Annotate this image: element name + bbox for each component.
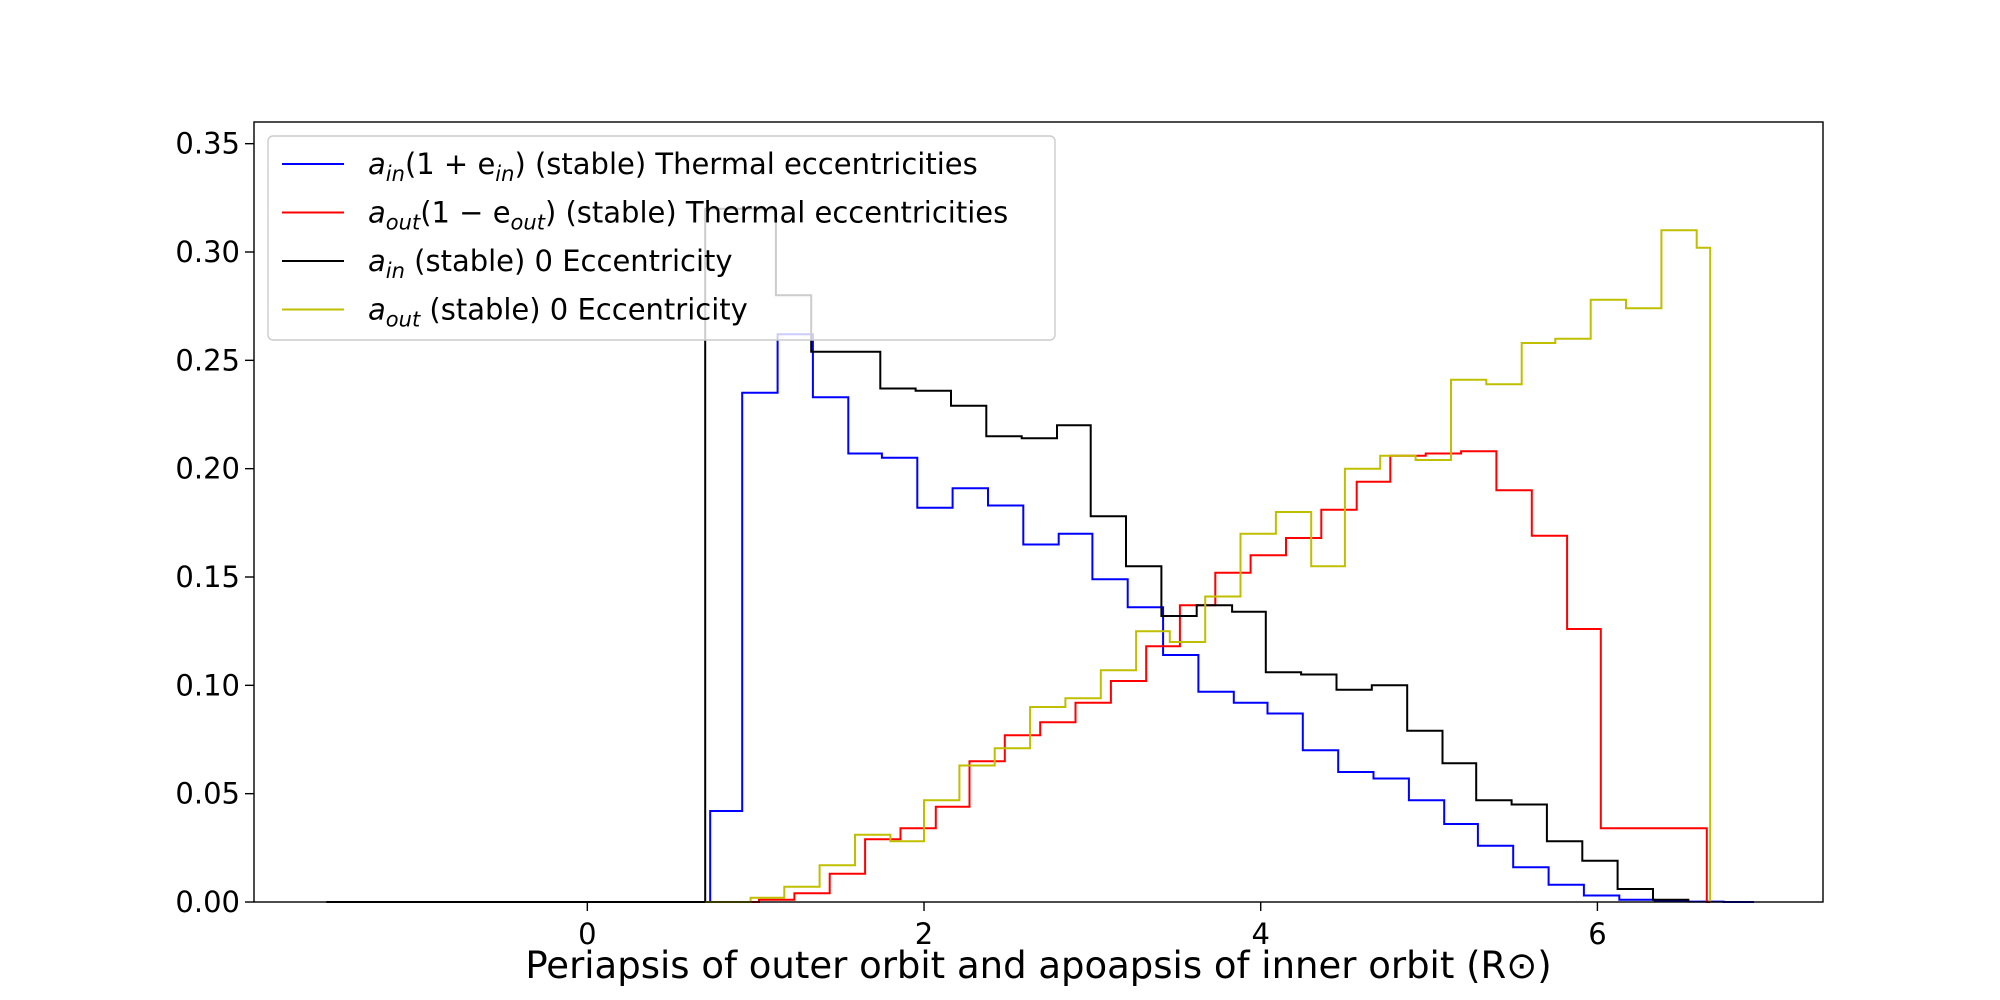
x-axis-label: Periapsis of outer orbit and apoapsis of… [525, 944, 1551, 987]
legend: ain(1 + ein) (stable) Thermal eccentrici… [267, 135, 1056, 341]
y-tick-label: 0.10 [175, 668, 240, 702]
legend-label: aout (stable) 0 Eccentricity [368, 293, 748, 332]
y-tick-label: 0.20 [175, 452, 240, 486]
series-line-1 [708, 333, 1754, 903]
legend-label: aout(1 − eout) (stable) Thermal eccentri… [368, 196, 1008, 235]
series-layer [326, 207, 1754, 903]
x-tick-label: 2 [915, 917, 933, 951]
legend-label: ain (stable) 0 Eccentricity [368, 244, 733, 283]
legend-label: ain(1 + ein) (stable) Thermal eccentrici… [368, 147, 978, 186]
y-tick-label: 0.00 [175, 885, 240, 919]
x-tick-label: 6 [1588, 917, 1606, 951]
y-tick-label: 0.35 [175, 127, 240, 161]
legend-box [267, 135, 1056, 341]
x-axis: 0 2 4 6 [578, 902, 1607, 951]
y-tick-label: 0.05 [175, 777, 240, 811]
series-line-3 [326, 207, 1690, 903]
y-tick-label: 0.30 [175, 235, 240, 269]
y-tick-label: 0.15 [175, 560, 240, 594]
y-axis: 0.00 0.05 0.10 0.15 0.20 0.25 0.30 0.35 [175, 127, 254, 919]
plot-frame [253, 121, 1824, 903]
series-line-4 [705, 229, 1712, 903]
x-tick-label: 0 [578, 917, 596, 951]
series-line-2 [326, 450, 1711, 903]
x-tick-label: 4 [1251, 917, 1269, 951]
y-tick-label: 0.25 [175, 343, 240, 377]
